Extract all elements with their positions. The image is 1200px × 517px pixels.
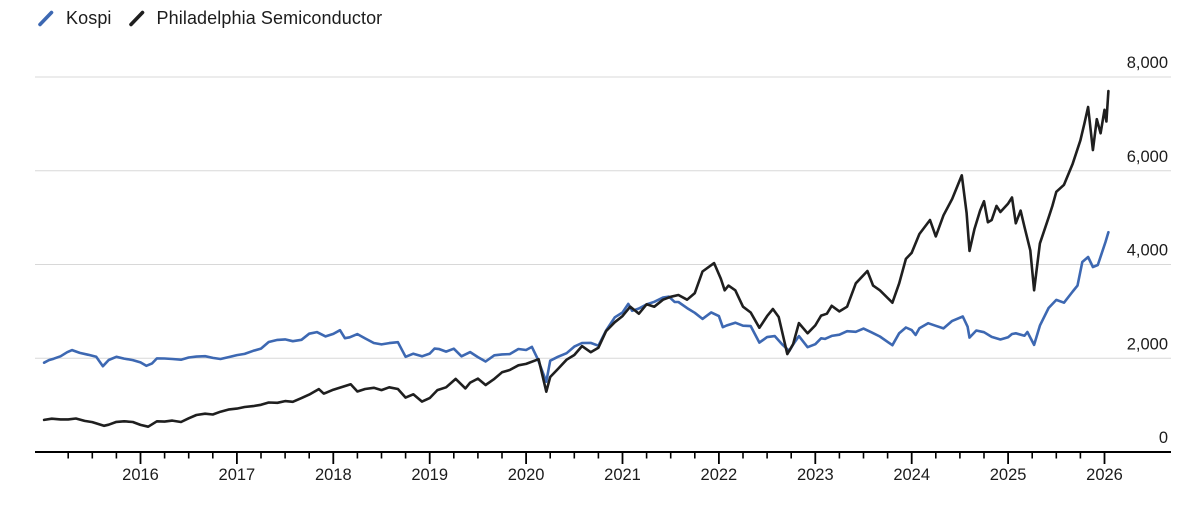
x-axis-label: 2019 xyxy=(411,466,448,484)
y-axis-label: 2,000 xyxy=(1127,335,1168,353)
x-axis-label: 2022 xyxy=(701,466,738,484)
line-swatch-icon xyxy=(128,10,144,27)
x-axis-label: 2026 xyxy=(1086,466,1123,484)
chart-legend: Kospi Philadelphia Semiconductor xyxy=(37,8,382,29)
x-axis-label: 2021 xyxy=(604,466,641,484)
legend-label-kospi: Kospi xyxy=(66,8,112,28)
y-axis-label: 8,000 xyxy=(1127,54,1168,72)
series-line-kospi xyxy=(42,230,1110,383)
x-axis-label: 2020 xyxy=(508,466,545,484)
y-axis-label: 6,000 xyxy=(1127,148,1168,166)
x-axis-label: 2016 xyxy=(122,466,159,484)
legend-label-philadelphia-semiconductor: Philadelphia Semiconductor xyxy=(156,8,383,28)
x-axis-label: 2025 xyxy=(990,466,1027,484)
x-axis-label: 2018 xyxy=(315,466,352,484)
legend-item-philadelphia-semiconductor: Philadelphia Semiconductor xyxy=(128,8,383,29)
x-axis-label: 2024 xyxy=(893,466,930,484)
line-swatch-icon xyxy=(38,10,54,27)
y-axis-label: 4,000 xyxy=(1127,242,1168,260)
x-axis-label: 2023 xyxy=(797,466,834,484)
legend-item-kospi: Kospi xyxy=(37,8,112,29)
x-axis-label: 2017 xyxy=(219,466,256,484)
y-axis-label: 0 xyxy=(1159,429,1168,447)
series-line-philadelphia-semiconductor xyxy=(42,89,1110,428)
